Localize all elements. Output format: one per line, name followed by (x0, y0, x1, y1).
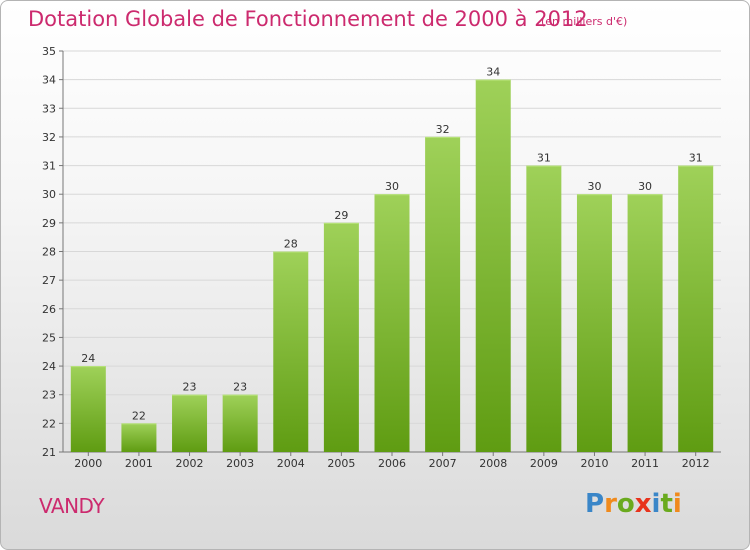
x-tick-label: 2008 (479, 457, 507, 470)
y-tick-label: 29 (42, 217, 56, 230)
data-label: 24 (81, 352, 95, 365)
data-label: 32 (436, 123, 450, 136)
y-tick-label: 25 (42, 331, 56, 344)
proxiti-logo[interactable]: Proxiti (585, 489, 682, 519)
x-tick-label: 2011 (631, 457, 659, 470)
bar-2003 (222, 394, 258, 452)
y-tick-label: 27 (42, 274, 56, 287)
x-tick-label: 2005 (327, 457, 355, 470)
y-tick-label: 22 (42, 417, 56, 430)
logo-letter: x (634, 489, 652, 519)
data-label: 30 (385, 180, 399, 193)
y-tick-label: 26 (42, 303, 56, 316)
bar-2001 (121, 423, 157, 452)
bar-2011 (627, 194, 663, 452)
data-label: 30 (638, 180, 652, 193)
y-tick-label: 24 (42, 360, 56, 373)
logo-letter: i (651, 489, 661, 519)
data-label: 31 (537, 152, 551, 165)
x-tick-label: 2010 (580, 457, 608, 470)
chart-title: Dotation Globale de Fonctionnement de 20… (28, 7, 588, 31)
bar-2008 (475, 79, 511, 453)
x-tick-label: 2001 (125, 457, 153, 470)
bar-2000 (70, 366, 106, 452)
x-tick-label: 2003 (226, 457, 254, 470)
y-tick-label: 21 (42, 446, 56, 459)
y-tick-label: 28 (42, 246, 56, 259)
bar-2004 (273, 251, 309, 452)
bar-2002 (172, 394, 208, 452)
bar-2005 (323, 222, 359, 452)
x-tick-label: 2006 (378, 457, 406, 470)
x-tick-label: 2004 (277, 457, 305, 470)
data-label: 34 (486, 66, 500, 79)
y-tick-label: 31 (42, 160, 56, 173)
x-tick-label: 2007 (429, 457, 457, 470)
bar-2009 (526, 165, 562, 453)
data-label: 30 (587, 180, 601, 193)
bar-2006 (374, 194, 410, 452)
chart-subtitle: (en milliers d'€) (541, 15, 628, 28)
x-tick-label: 2012 (682, 457, 710, 470)
data-label: 22 (132, 409, 146, 422)
labels: 21 22 23 24 25 26 27 28 29 30 31 32 33 34 35 24 2000 22 20… (42, 45, 710, 470)
y-tick-label: 30 (42, 188, 56, 201)
x-tick-label: 2009 (530, 457, 558, 470)
data-label: 31 (689, 152, 703, 165)
y-tick-label: 35 (42, 45, 56, 58)
logo-letter: t (660, 489, 673, 519)
logo-letter: r (604, 489, 617, 519)
data-label: 23 (183, 381, 197, 394)
y-tick-label: 34 (42, 74, 56, 87)
y-tick-label: 32 (42, 131, 56, 144)
logo-letter: P (585, 489, 605, 519)
y-tick-label: 23 (42, 389, 56, 402)
x-tick-label: 2000 (74, 457, 102, 470)
x-tick-label: 2002 (176, 457, 204, 470)
logo-letter: o (616, 489, 635, 519)
bars (70, 79, 714, 453)
bar-2012 (678, 165, 714, 453)
bar-2007 (425, 136, 461, 452)
commune-name: VANDY (39, 494, 105, 518)
logo-letter: i (672, 489, 682, 519)
data-label: 29 (334, 209, 348, 222)
data-label: 23 (233, 381, 247, 394)
bar-2010 (576, 194, 612, 452)
y-tick-label: 33 (42, 102, 56, 115)
data-label: 28 (284, 238, 298, 251)
